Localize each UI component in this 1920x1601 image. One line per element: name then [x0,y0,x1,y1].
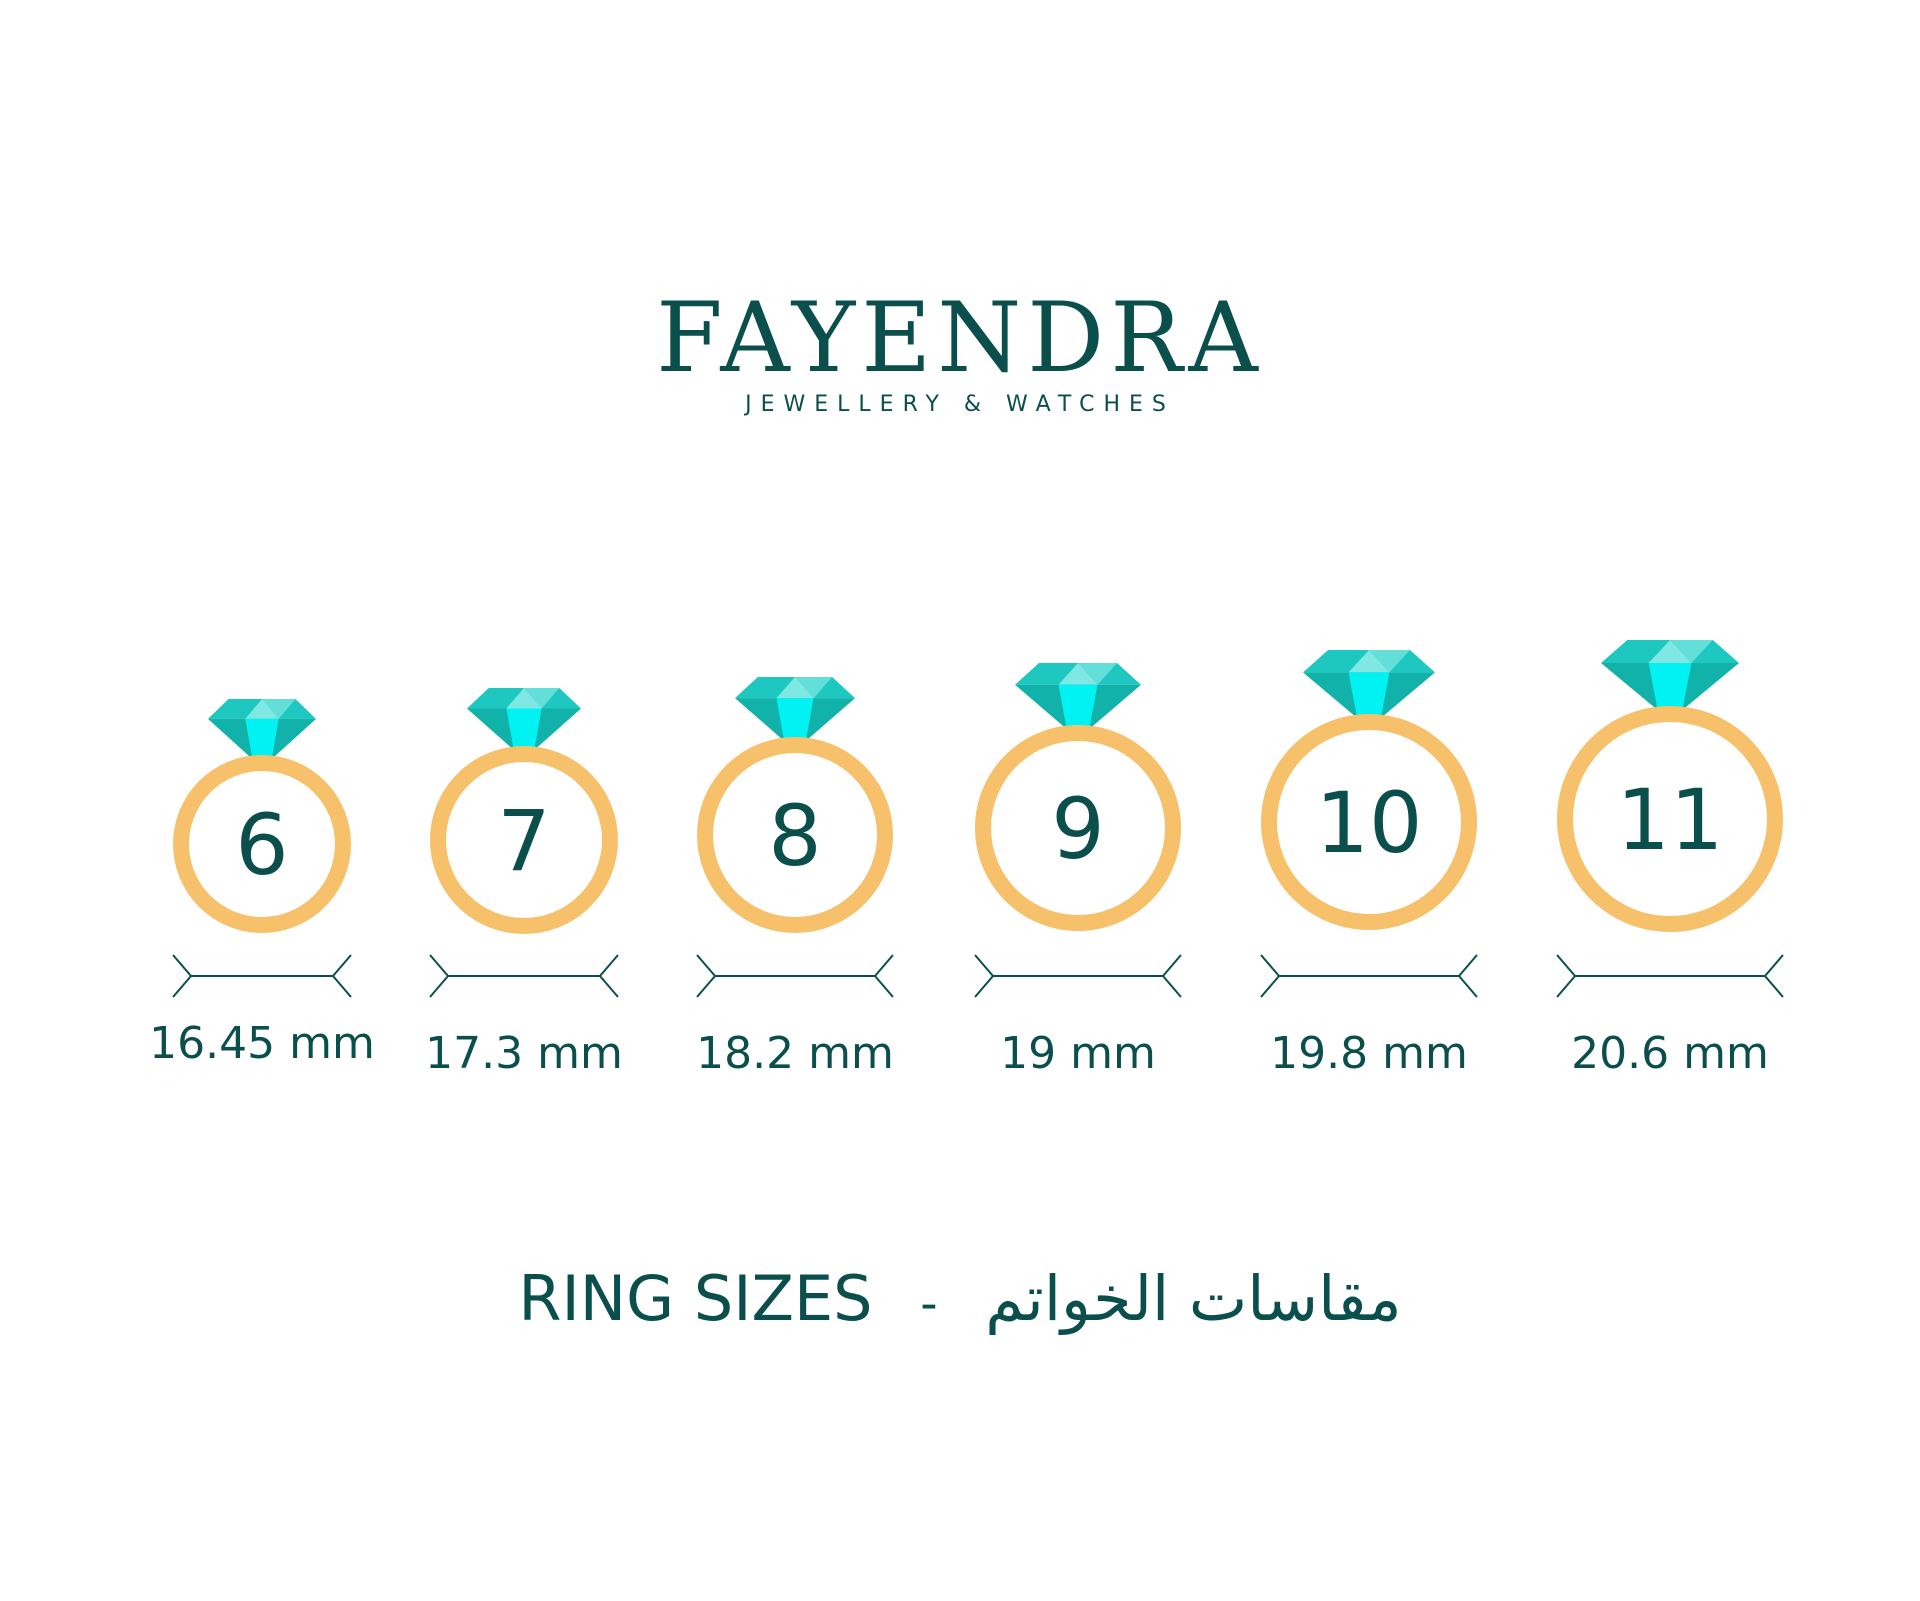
diamond-icon [1303,650,1435,718]
diameter-measure-icon [1556,954,1784,998]
ring-item: 10 19.8 mm [1260,650,1478,1079]
ring-size-number: 6 [235,796,288,894]
diamond-icon [467,688,581,750]
ring-size-number: 9 [1051,780,1104,878]
diameter-measure-icon [1260,954,1478,998]
title-separator: - [920,1276,938,1332]
diameter-measure-icon [172,954,352,998]
ring-band [697,737,893,933]
title-english: RING SIZES [518,1262,873,1335]
diameter-measure-icon [974,954,1182,998]
diamond-icon [1601,640,1739,710]
ring-size-number: 7 [497,792,550,890]
ring-band [1557,706,1783,932]
ring-item: 6 16.45 mm [149,699,375,1069]
diamond-icon [735,677,855,741]
ring-band [1261,714,1477,930]
ring-diameter-label: 16.45 mm [149,1018,375,1069]
diamond-icon [208,699,316,759]
ring-item: 8 18.2 mm [696,677,894,1079]
ring-band [430,746,618,934]
ring-diameter-label: 19 mm [1000,1028,1156,1079]
diameter-measure-icon [429,954,619,998]
ring-band [975,725,1181,931]
ring-item: 9 19 mm [974,663,1182,1079]
ring-diameter-label: 18.2 mm [696,1028,894,1079]
ring-item: 11 20.6 mm [1556,640,1784,1079]
diameter-measure-icon [696,954,894,998]
diamond-icon [1015,663,1141,729]
ring-item: 7 17.3 mm [425,688,623,1079]
brand-logo-name: FAYENDRA [656,282,1264,394]
brand-tagline: JEWELLERY & WATCHES [745,392,1175,417]
ring-size-number: 11 [1617,771,1724,869]
ring-size-number: 10 [1316,774,1423,872]
ring-size-number: 8 [768,787,821,885]
title-arabic: مقاسات الخواتم [985,1262,1402,1335]
ring-diameter-label: 19.8 mm [1270,1028,1468,1079]
ring-band [173,755,351,933]
ring-diameter-label: 20.6 mm [1571,1028,1769,1079]
footer-title: RING SIZES - مقاسات الخواتم [0,1262,1920,1335]
ring-diameter-label: 17.3 mm [425,1028,623,1079]
